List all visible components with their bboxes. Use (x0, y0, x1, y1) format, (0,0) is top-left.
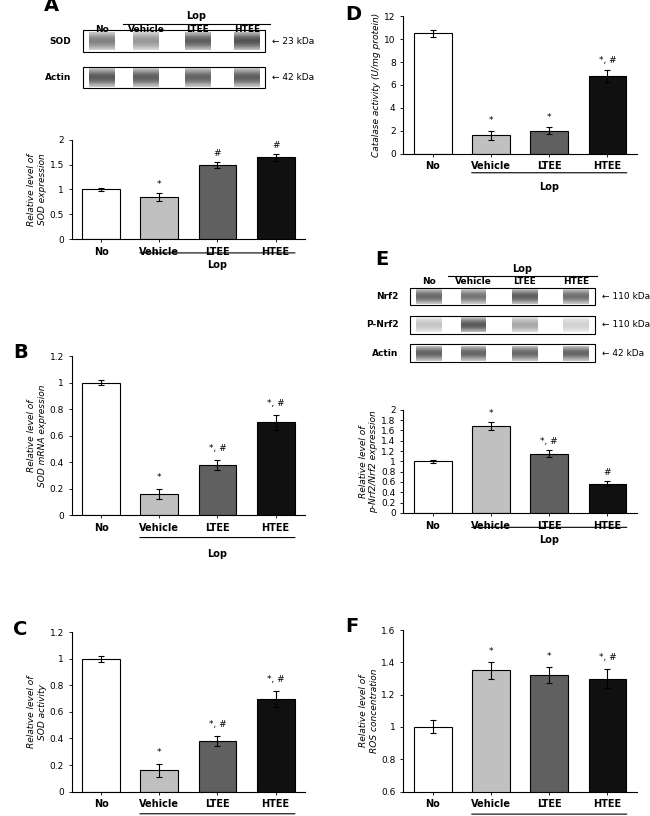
Text: *: * (489, 409, 493, 418)
Text: Lop: Lop (540, 182, 559, 193)
Bar (410, 344, 595, 362)
Bar (82, 383, 120, 515)
Text: *: * (157, 473, 161, 482)
Y-axis label: Relative level of
ROS concentration: Relative level of ROS concentration (359, 668, 378, 753)
Text: LTEE: LTEE (514, 277, 536, 286)
Text: P-Nrf2: P-Nrf2 (366, 321, 398, 330)
Text: *, #: *, # (267, 399, 285, 408)
Text: SOD: SOD (50, 37, 72, 46)
Bar (257, 157, 294, 239)
Text: *: * (157, 180, 161, 188)
Text: Actin: Actin (45, 73, 72, 82)
Bar (530, 131, 568, 153)
Text: *: * (489, 647, 493, 656)
Text: HTEE: HTEE (563, 277, 590, 286)
Bar (257, 698, 294, 792)
Text: Lop: Lop (540, 534, 559, 544)
Bar (82, 189, 120, 239)
Y-axis label: Catalase activity (U/mg protein): Catalase activity (U/mg protein) (372, 13, 382, 157)
Bar (588, 484, 627, 513)
Text: ← 23 kDa: ← 23 kDa (272, 37, 315, 46)
Bar (140, 494, 178, 515)
Text: #: # (272, 140, 280, 149)
Y-axis label: Relative level of
SOD mRNA expression: Relative level of SOD mRNA expression (27, 384, 47, 487)
Text: *: * (157, 748, 161, 757)
Bar (257, 423, 294, 515)
Bar (414, 727, 452, 816)
Bar (410, 287, 595, 305)
Bar (83, 67, 265, 88)
Text: ← 42 kDa: ← 42 kDa (272, 73, 315, 82)
Bar (530, 676, 568, 816)
Text: D: D (345, 6, 361, 24)
Text: *, #: *, # (599, 654, 616, 663)
Bar (414, 33, 452, 153)
Bar (472, 671, 510, 816)
Bar (410, 316, 595, 334)
Text: LTEE: LTEE (187, 25, 209, 34)
Text: Nrf2: Nrf2 (376, 292, 398, 301)
Text: Vehicle: Vehicle (128, 25, 164, 34)
Text: *: * (547, 652, 551, 661)
Bar (588, 76, 627, 153)
Bar (530, 454, 568, 513)
Text: ← 110 kDa: ← 110 kDa (602, 292, 650, 301)
Text: B: B (13, 344, 28, 362)
Text: Vehicle: Vehicle (455, 277, 492, 286)
Bar (198, 465, 237, 515)
Text: Actin: Actin (372, 349, 398, 358)
Text: C: C (13, 619, 27, 639)
Text: #: # (604, 468, 611, 477)
Text: *, #: *, # (209, 721, 226, 730)
Text: E: E (375, 250, 389, 268)
Text: Lop: Lop (207, 548, 227, 559)
Text: *, #: *, # (599, 55, 616, 64)
Bar (198, 741, 237, 792)
Y-axis label: Relative level of
p-Nrf2/Nrf2 expression: Relative level of p-Nrf2/Nrf2 expression (359, 410, 378, 512)
Bar (198, 165, 237, 239)
Bar (472, 135, 510, 153)
Bar (82, 659, 120, 792)
Text: *: * (547, 113, 551, 122)
Text: Lop: Lop (187, 11, 207, 21)
Bar (588, 679, 627, 816)
Text: No: No (95, 25, 109, 34)
Text: *, #: *, # (267, 676, 285, 685)
Text: Lop: Lop (207, 259, 227, 270)
Text: No: No (422, 277, 436, 286)
Text: A: A (44, 0, 58, 15)
Text: ← 42 kDa: ← 42 kDa (602, 349, 644, 358)
Bar (472, 426, 510, 513)
Text: F: F (345, 617, 358, 636)
Text: *: * (489, 116, 493, 125)
Text: Lop: Lop (512, 264, 532, 274)
Bar (140, 770, 178, 792)
Text: HTEE: HTEE (234, 25, 260, 34)
Y-axis label: Relative level of
SOD activity: Relative level of SOD activity (27, 676, 47, 748)
Bar (414, 461, 452, 513)
Y-axis label: Relative level of
SOD expression: Relative level of SOD expression (27, 153, 47, 225)
Bar (140, 197, 178, 239)
Text: #: # (214, 149, 221, 157)
Text: *, #: *, # (209, 444, 226, 453)
Text: ← 110 kDa: ← 110 kDa (602, 321, 650, 330)
Text: *, #: *, # (540, 437, 558, 446)
Bar (83, 30, 265, 51)
